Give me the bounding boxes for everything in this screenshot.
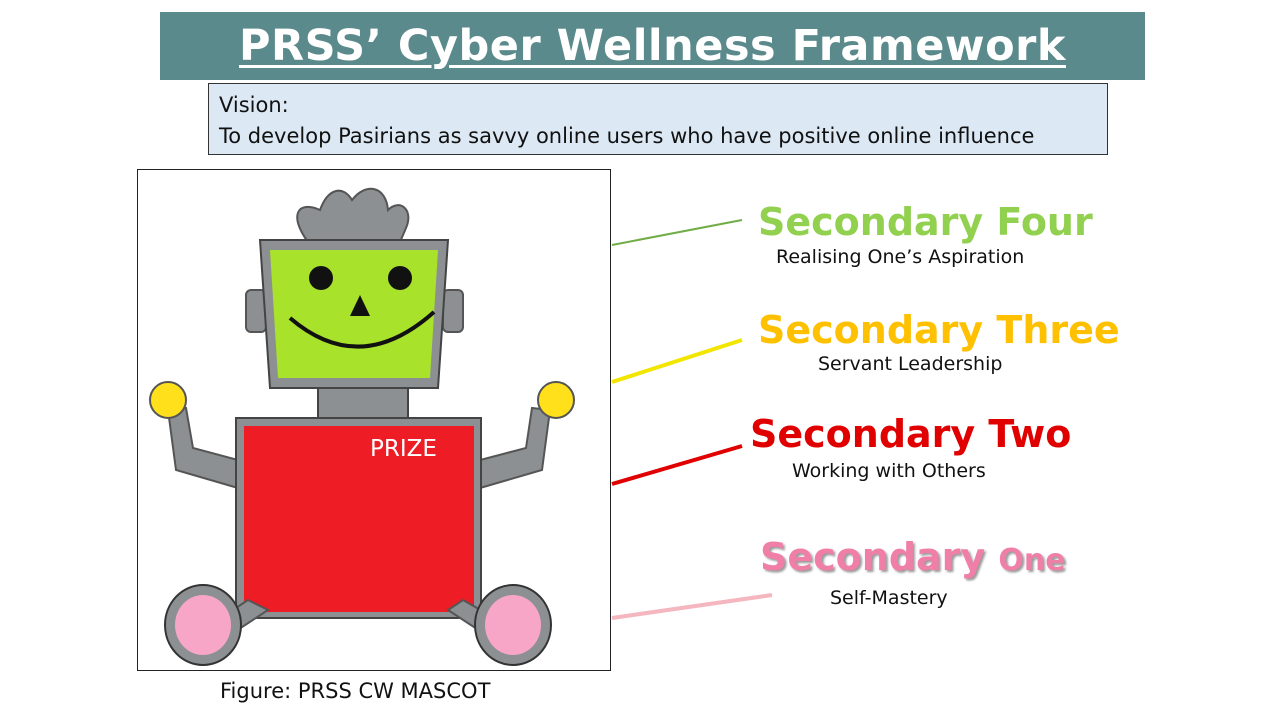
vision-label: Vision: (219, 93, 289, 117)
mascot-smile (288, 310, 436, 349)
level-secondary-one-title: Secondary One (760, 535, 1066, 579)
mascot-hair (296, 187, 410, 243)
mascot-shirt (244, 426, 474, 612)
level-secondary-four-title: Secondary Four (758, 200, 1093, 244)
mascot-right-hand (537, 381, 575, 419)
mascot-shirt-text: PRIZE (370, 436, 437, 462)
page-title: PRSS’ Cyber Wellness Framework (238, 21, 1066, 71)
mascot-right-eye (388, 266, 412, 290)
title-banner: PRSS’ Cyber Wellness Framework (160, 12, 1145, 80)
level-secondary-three-subtitle: Servant Leadership (818, 353, 1003, 375)
level-secondary-one-title-main: Secondary (760, 535, 986, 579)
connector-secondary-one (611, 593, 773, 620)
level-secondary-four-subtitle: Realising One’s Aspiration (776, 246, 1025, 268)
mascot-frame: PRIZE (137, 169, 611, 671)
mascot-caption: Figure: PRSS CW MASCOT (220, 679, 491, 703)
mascot-left-hand (149, 381, 187, 419)
mascot-left-foot-pad (175, 595, 231, 655)
mascot-nose (350, 295, 370, 316)
level-secondary-one-title-small: One (998, 543, 1066, 578)
mascot-right-foot-pad (485, 595, 541, 655)
vision-text: To develop Pasirians as savvy online use… (219, 124, 1035, 148)
level-secondary-two-title: Secondary Two (750, 412, 1072, 456)
connector-secondary-four (611, 219, 743, 246)
connector-secondary-two (611, 444, 743, 486)
mascot-left-eye (309, 266, 333, 290)
level-secondary-one-subtitle: Self-Mastery (830, 587, 948, 609)
level-secondary-three-title: Secondary Three (758, 308, 1120, 352)
vision-box: Vision: To develop Pasirians as savvy on… (208, 83, 1108, 155)
robot-mascot-illustration (149, 187, 575, 666)
connector-secondary-three (611, 338, 743, 384)
mascot-neck (317, 387, 409, 421)
level-secondary-two-subtitle: Working with Others (792, 460, 986, 482)
